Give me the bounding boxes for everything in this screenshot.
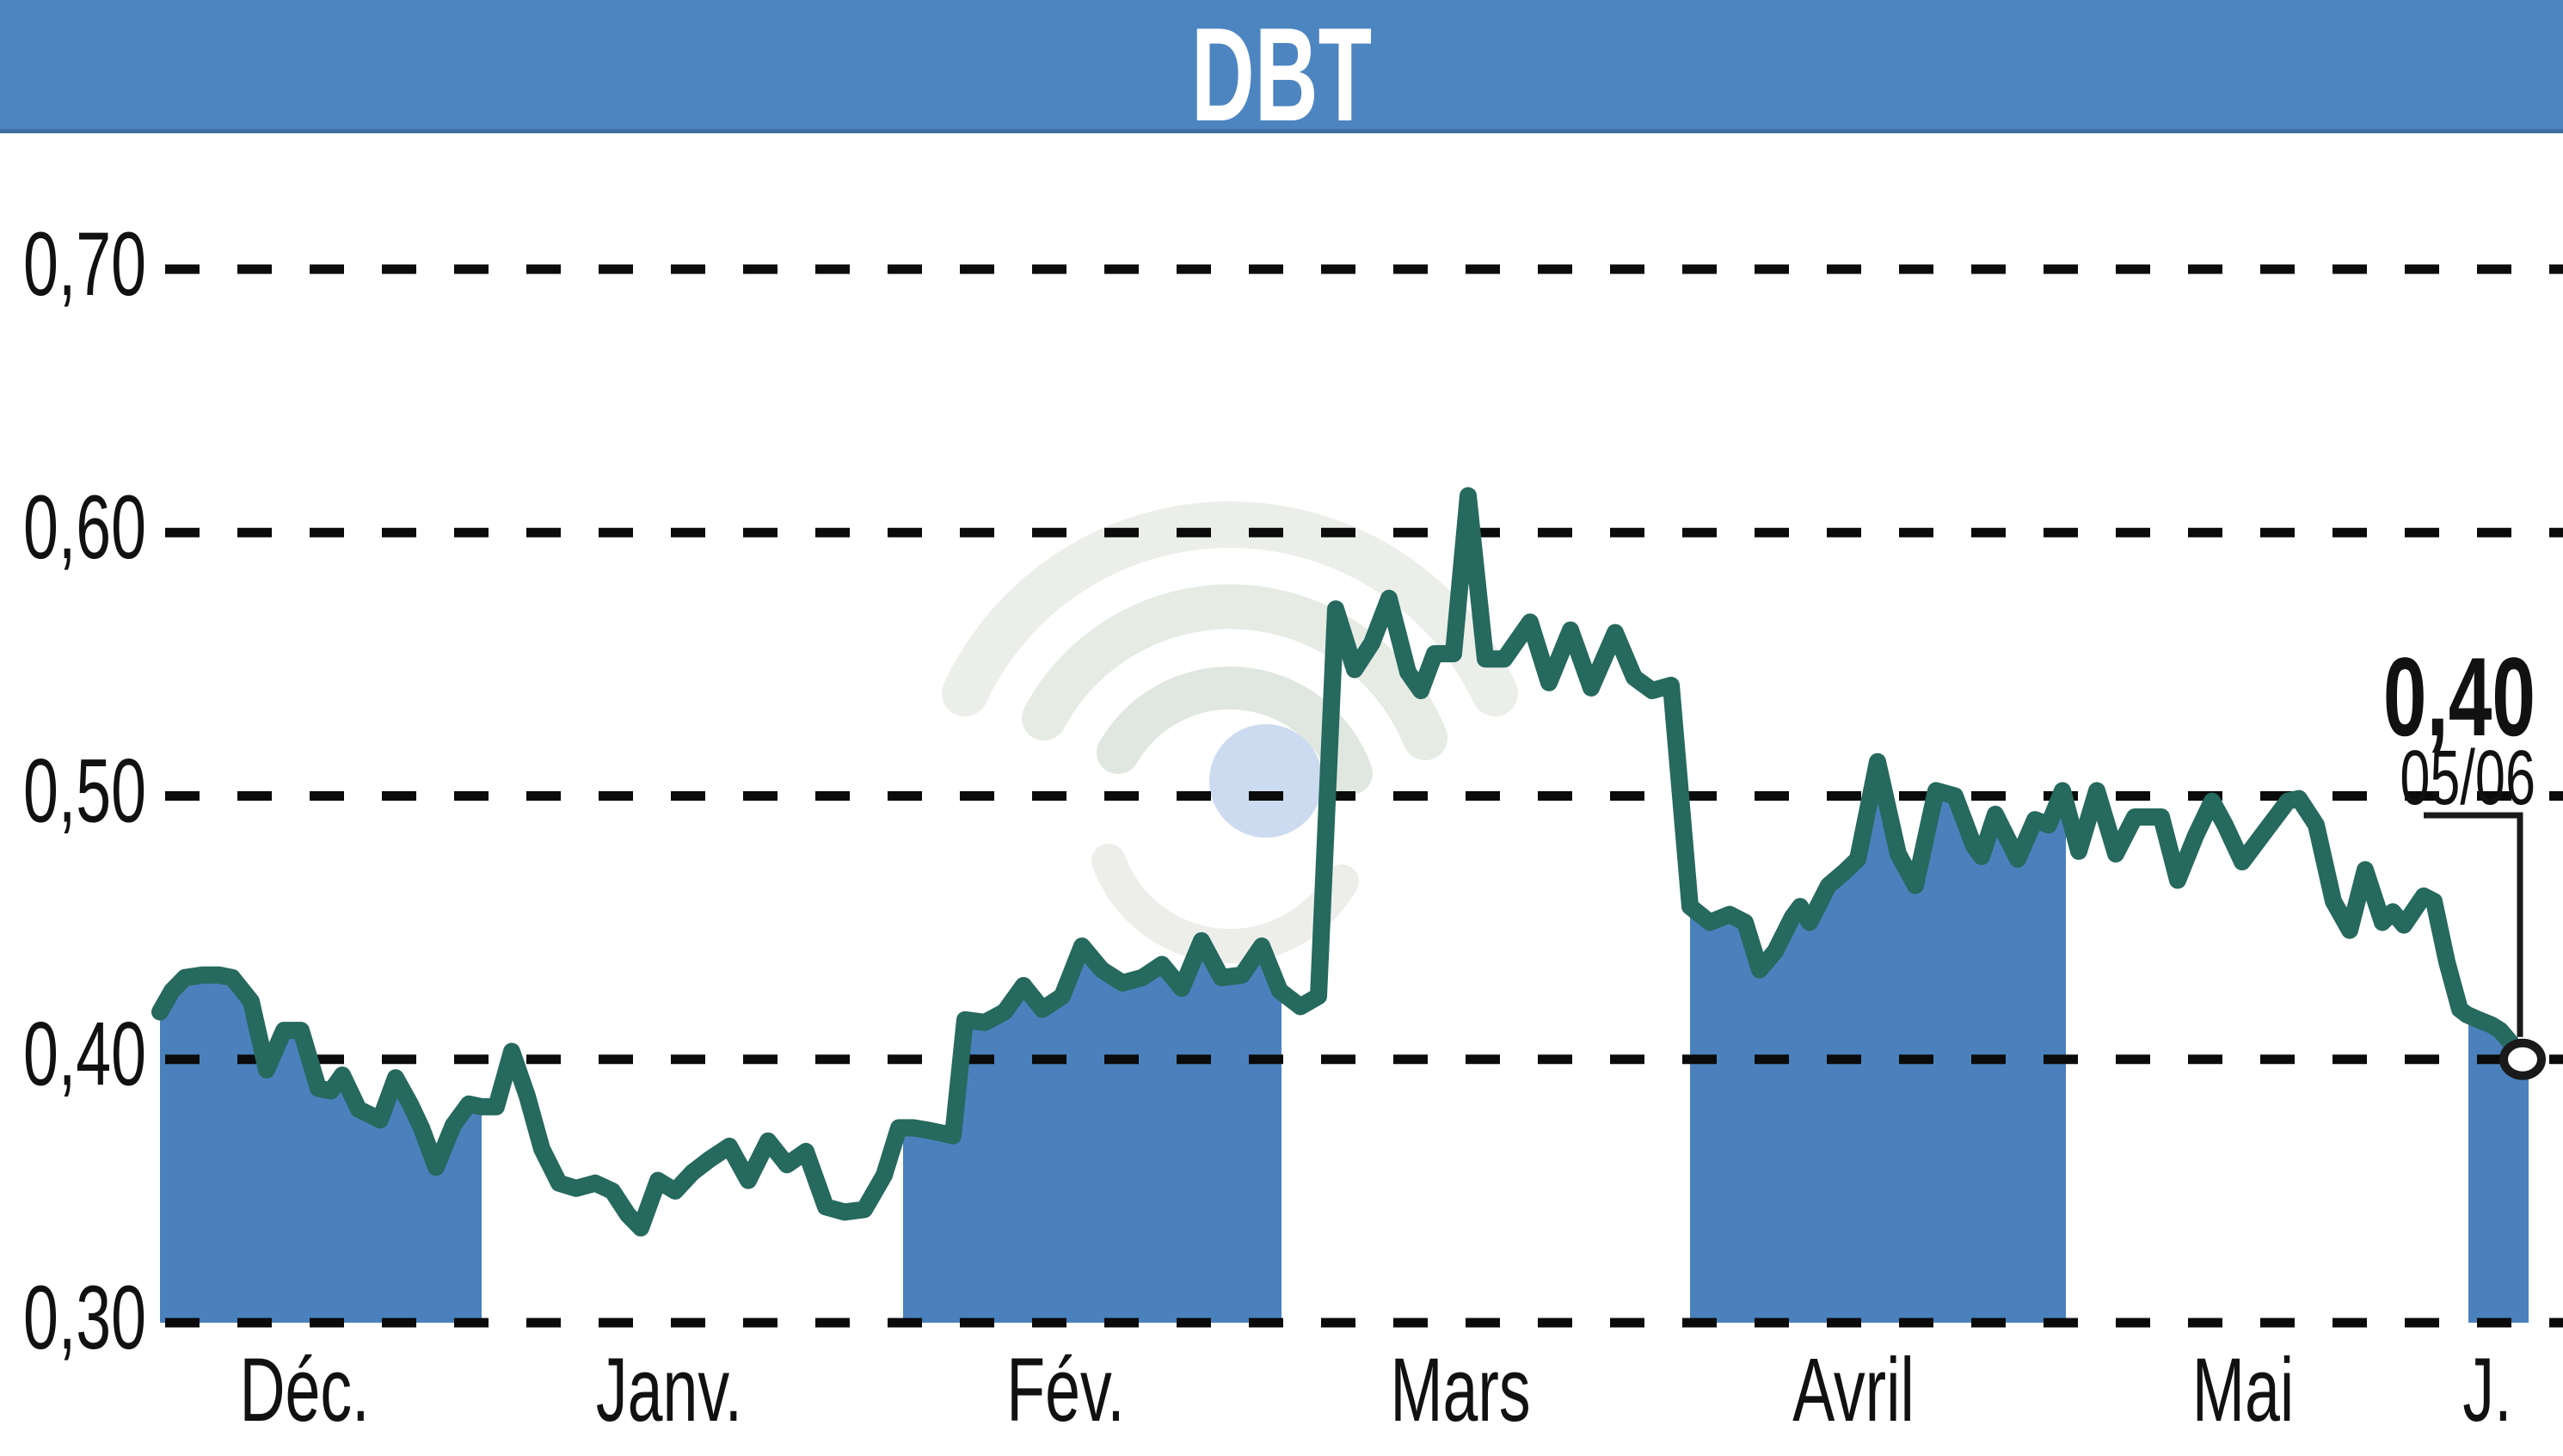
watermark-ball (1209, 724, 1323, 838)
price-line-layer (151, 487, 2531, 1237)
watermark-arc-middle (1022, 584, 1447, 760)
month-label-Janv.: Janv. (596, 1340, 742, 1441)
month-fill-layer (160, 761, 2529, 1323)
last-price-callout: 0,40 05/06 (2383, 634, 2546, 1080)
chart-title: DBT (1191, 0, 1372, 149)
header-bar-edge (0, 129, 2563, 133)
month-fill-J. (2468, 1015, 2529, 1323)
callout-line (2424, 812, 2523, 1037)
chart-header: DBT (0, 0, 2563, 149)
y-tick-label-0,50: 0,50 (23, 741, 146, 842)
month-label-Avril: Avril (1792, 1340, 1915, 1441)
month-label-Mai: Mai (2192, 1340, 2294, 1441)
month-label-Mars: Mars (1390, 1340, 1530, 1441)
last-price-marker (2499, 1038, 2546, 1080)
header-bar (0, 0, 2563, 133)
watermark-logo (942, 501, 1518, 963)
month-label-Déc.: Déc. (239, 1340, 369, 1441)
last-price-date: 05/06 (2400, 735, 2535, 821)
last-price-label: 0,40 (2383, 634, 2535, 759)
month-label-J.: J. (2462, 1340, 2511, 1441)
month-fill-Fév. (903, 940, 1282, 1323)
x-axis-labels: Déc. Janv. Fév. Mars Avril Mai J. (239, 1340, 2511, 1441)
watermark-underline-arc (1091, 844, 1359, 963)
month-label-Fév.: Fév. (1006, 1340, 1124, 1441)
y-axis-labels: 0,70 0,60 0,50 0,40 0,30 (23, 214, 146, 1368)
y-tick-label-0,30: 0,30 (23, 1268, 146, 1368)
month-fill-Avril (1690, 761, 2066, 1323)
price-line (151, 487, 2531, 1237)
watermark-arc-outer (942, 501, 1518, 716)
y-tick-label-0,40: 0,40 (23, 1004, 146, 1105)
y-tick-label-0,60: 0,60 (23, 477, 146, 578)
y-tick-label-0,70: 0,70 (23, 214, 146, 315)
gridline-layer (165, 264, 2563, 1328)
